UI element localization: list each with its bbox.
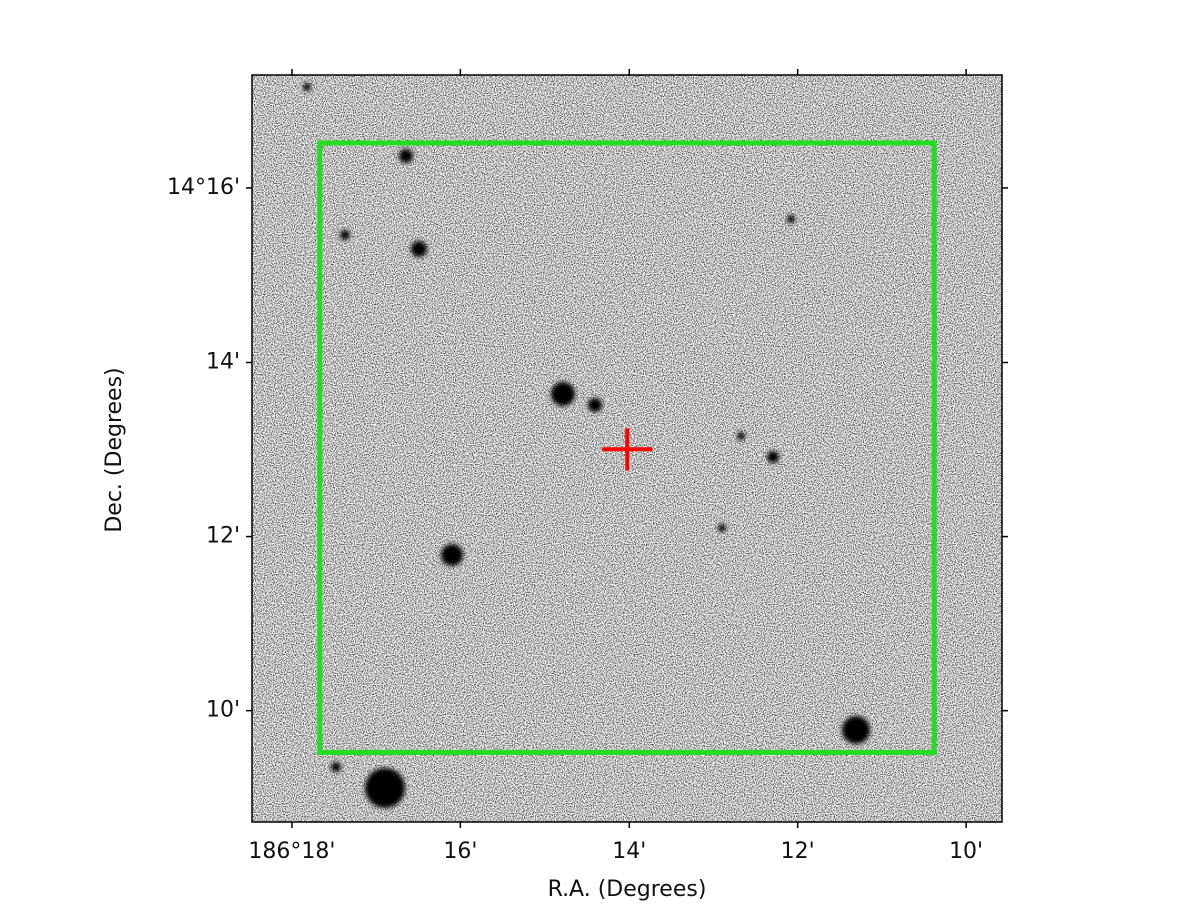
y-tick-label: 14°16'	[167, 175, 240, 200]
x-tick-label: 16'	[443, 839, 477, 864]
y-tick-label: 12'	[206, 524, 240, 549]
x-tick-label: 14'	[612, 839, 646, 864]
field-box	[317, 140, 937, 755]
y-axis-label: Dec. (Degrees)	[102, 367, 127, 532]
y-tick-label: 10'	[206, 698, 240, 723]
y-tick-label: 14'	[206, 350, 240, 375]
x-tick-label: 12'	[781, 839, 815, 864]
x-tick-label: 10'	[949, 839, 983, 864]
x-axis-label: R.A. (Degrees)	[548, 877, 707, 902]
plot-frame	[251, 74, 1003, 823]
x-tick-label: 186°18'	[248, 839, 335, 864]
